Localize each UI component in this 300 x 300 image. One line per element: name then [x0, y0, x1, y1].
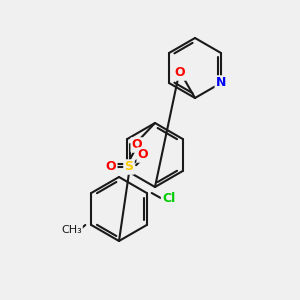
Text: O: O	[132, 139, 142, 152]
Text: S: S	[124, 160, 134, 173]
Text: O: O	[138, 148, 148, 161]
Text: N: N	[216, 76, 226, 89]
Text: Cl: Cl	[162, 191, 175, 205]
Text: O: O	[106, 160, 116, 173]
Text: O: O	[175, 67, 185, 80]
Text: CH₃: CH₃	[61, 225, 82, 235]
